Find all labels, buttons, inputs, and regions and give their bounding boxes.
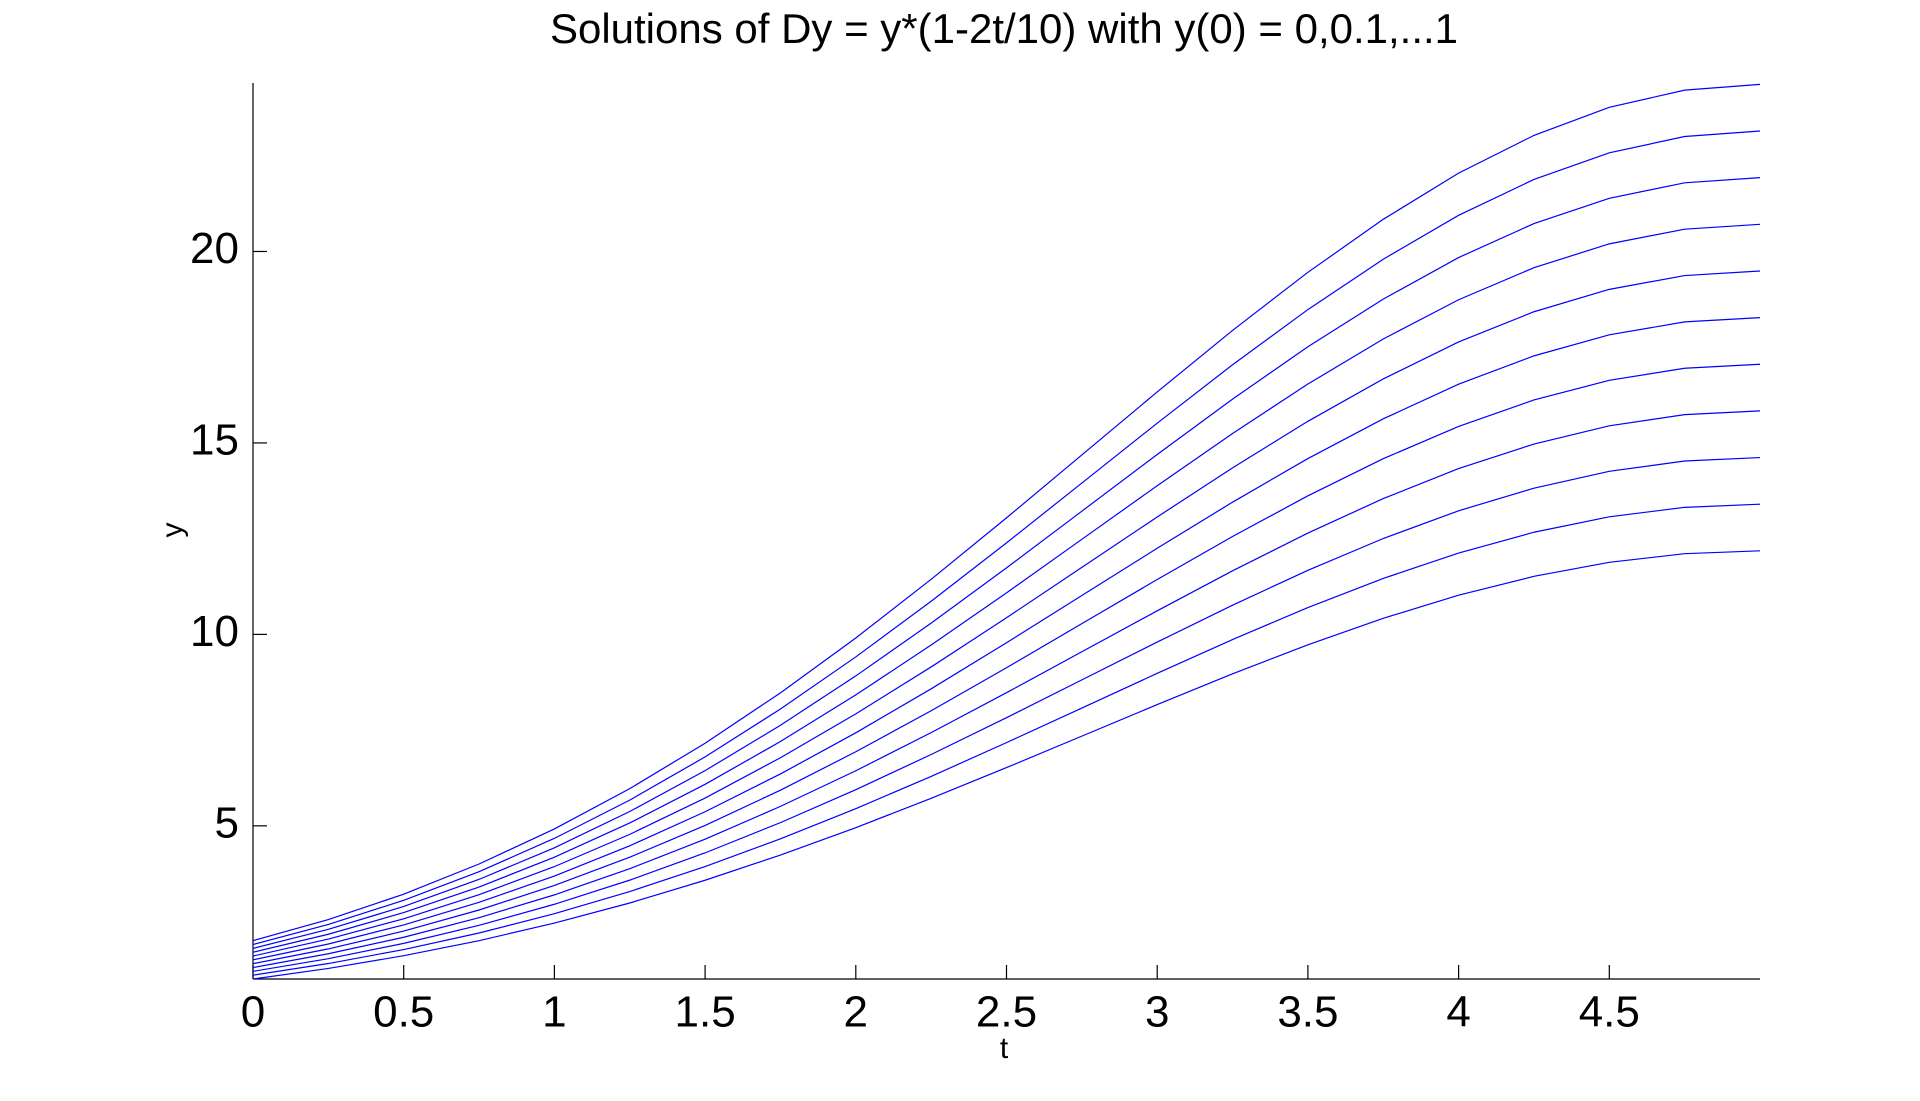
line-series [252,550,1761,980]
x-tick-label: 0 [241,988,265,1037]
x-tick-label: 3.5 [1277,988,1338,1037]
y-tick-label: 15 [190,416,239,465]
line-series [252,270,1761,957]
x-tick-label: 2 [844,988,868,1037]
x-tick-label: 0.5 [373,988,434,1037]
line-series [252,83,1761,942]
line-series [252,363,1761,965]
line-series [252,130,1761,946]
line-series [252,456,1761,972]
line-series [252,410,1761,969]
x-tick-label: 1.5 [675,988,736,1037]
x-tick-label: 4 [1446,988,1470,1037]
x-axis-label: t [1000,1032,1009,1065]
y-tick-label: 10 [190,607,239,656]
line-series [252,177,1761,949]
line-series [252,317,1761,961]
x-tick-label: 3 [1145,988,1169,1037]
y-tick-label: 5 [215,798,239,847]
x-tick-label: 2.5 [976,988,1037,1037]
line-series [252,503,1761,976]
x-tick-label: 4.5 [1579,988,1640,1037]
chart-title: Solutions of Dy = y*(1-2t/10) with y(0) … [550,5,1458,52]
x-tick-label: 1 [542,988,566,1037]
line-series [252,223,1761,953]
y-tick-label: 20 [190,224,239,273]
y-axis-label: y [156,523,189,538]
